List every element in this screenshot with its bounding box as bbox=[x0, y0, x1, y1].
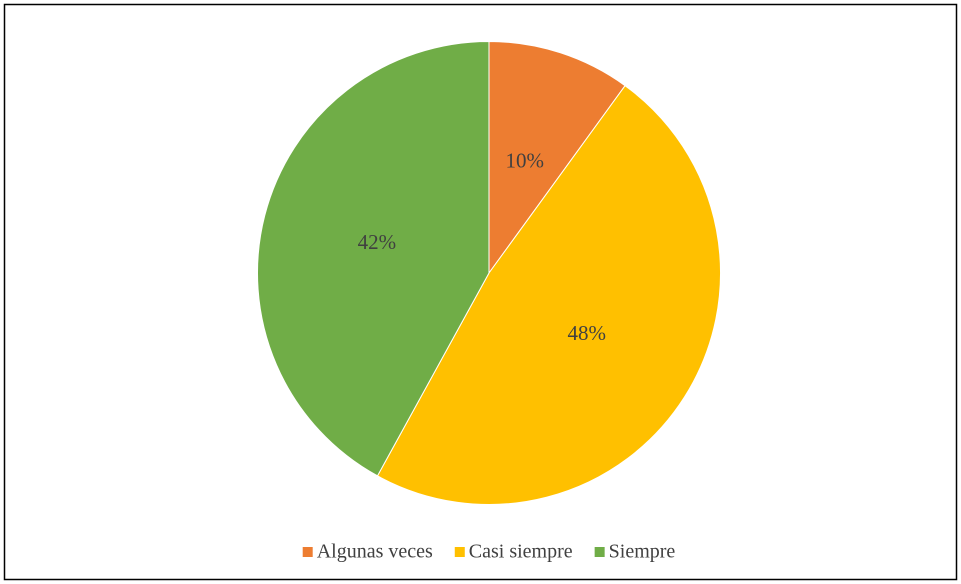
data-label: 42% bbox=[358, 230, 397, 254]
pie-slice bbox=[376, 85, 721, 505]
legend-label: Casi siempre bbox=[469, 541, 573, 563]
legend-label: Algunas veces bbox=[317, 541, 433, 563]
legend-swatch bbox=[302, 547, 313, 557]
pie-slice bbox=[488, 40, 626, 275]
data-label: 48% bbox=[567, 321, 606, 345]
legend-swatch bbox=[454, 547, 465, 557]
legend-swatch bbox=[594, 547, 605, 557]
legend: Algunas veces Casi siempre Siempre bbox=[302, 541, 676, 563]
data-label: 10% bbox=[506, 149, 545, 173]
legend-label: Siempre bbox=[609, 541, 676, 563]
pie-slice bbox=[257, 40, 490, 477]
